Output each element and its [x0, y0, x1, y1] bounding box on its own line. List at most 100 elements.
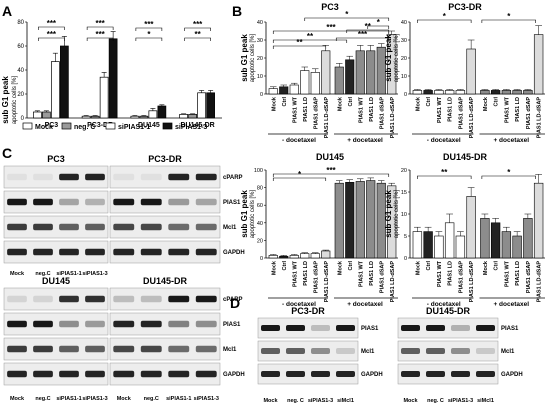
panel-b-bar [321, 250, 331, 259]
significance-stars: ** [307, 32, 314, 41]
protein-band [7, 345, 27, 353]
panel-a-bar [99, 76, 109, 119]
panel-b-bar [533, 182, 544, 259]
protein-band [59, 295, 79, 303]
blot-title: PC3-DR [148, 154, 182, 164]
protein-band [7, 248, 27, 256]
panel-b-chart-title: DU145 [316, 152, 344, 162]
panel-b-error-bar [346, 55, 353, 60]
protein-band [85, 198, 105, 206]
protein-band [168, 345, 190, 353]
blot-lane-label: Mock [263, 398, 278, 404]
blot-lane-label: neg.C [35, 271, 50, 277]
blot-lane-label: siPIAS1-1 [166, 396, 191, 402]
panel-b-bar [512, 235, 522, 259]
protein-band [336, 371, 355, 377]
significance-stars: ** [195, 30, 202, 39]
panel-b-ytick-label: 40 [257, 20, 263, 26]
panel-b-xtick-label: PIAS1 WT [358, 96, 364, 123]
panel-b-xtick-label: Mock [483, 96, 489, 111]
panel-b-group-label: - docetaxel [282, 301, 316, 308]
panel-b-error-bar [535, 174, 542, 184]
significance-bracket [272, 39, 348, 43]
panel-b-bar [512, 90, 522, 95]
blot-strip [257, 340, 359, 362]
protein-band [140, 248, 162, 256]
panel-b-xtick-label: Ctrl [494, 261, 500, 271]
panel-a-bar [130, 115, 140, 119]
panel-b-error-bar [513, 89, 521, 91]
panel-b-xtick-label: PIAS1 LD [303, 97, 309, 122]
panel-a-error-bar [190, 113, 196, 115]
panel-b-error-bar [367, 177, 374, 181]
panel-a-bar-chart: sub G1 peak apoptotic cells [%] 0 20 40 60 8… [1, 19, 222, 131]
protein-band [168, 320, 190, 328]
blot-strip [397, 363, 499, 385]
panel-b-ylabel: sub G1 peak [384, 190, 393, 238]
panel-b-bar [366, 50, 376, 95]
significance-bracket [304, 17, 390, 21]
protein-band [195, 295, 217, 303]
blot-row-label: PIAS1 [223, 322, 241, 328]
significance-stars: *** [326, 23, 336, 32]
panel-b-bar [279, 86, 289, 95]
significance-stars: ** [365, 22, 372, 31]
protein-band [168, 223, 190, 231]
panel-b-ytick-label: 0 [404, 256, 407, 262]
panel-b-xtick-label: PIAS1 dSAP [458, 261, 464, 293]
blot-title: PC3 [47, 154, 65, 164]
panel-b-error-bar [378, 180, 385, 184]
significance-bracket [335, 37, 390, 41]
protein-band [85, 223, 105, 231]
panel-b-error-bar [446, 89, 453, 91]
panel-b-group-label: + docetaxel [347, 301, 383, 308]
panel-b-bar [466, 48, 476, 95]
panel-b-chart-title: DU145-DR [443, 152, 488, 162]
protein-band [401, 348, 420, 354]
panel-b-xtick-label: Ctrl [426, 97, 432, 107]
panel-b-bar [480, 218, 490, 259]
panel-b-error-bar [291, 254, 298, 256]
panel-b-xtick-label: PIAS1 LD-dSAP [537, 97, 543, 139]
panel-b-error-bar [467, 39, 475, 49]
panel-a-legend-label: siPIAS1-3 [175, 124, 207, 131]
protein-band [168, 295, 190, 303]
protein-band [195, 198, 217, 206]
panel-a-bar [60, 45, 69, 119]
panel-b-ytick-label: 20 [401, 168, 407, 174]
panel-b-error-bar [457, 89, 464, 91]
panel-b-group-label: + docetaxel [493, 301, 529, 308]
blot-strip [109, 287, 221, 311]
significance-stars: * [507, 12, 511, 21]
panel-b-xtick-label: PIAS1 LD [303, 261, 309, 286]
protein-band [113, 320, 135, 328]
panel-a-legend-swatch [61, 122, 72, 130]
blot-strip [109, 240, 221, 264]
panel-a-bar [33, 111, 42, 119]
panel-b-ytick-label: 30 [257, 38, 263, 44]
significance-stars: * [443, 12, 447, 21]
panel-a-error-bar [159, 104, 165, 106]
significance-bracket [184, 37, 211, 41]
protein-band [7, 295, 27, 303]
significance-stars: *** [95, 30, 105, 39]
protein-band [140, 345, 162, 353]
protein-band [476, 348, 495, 354]
protein-band [195, 320, 217, 328]
significance-stars: ** [296, 38, 303, 47]
panel-b-ytick-label: 40 [401, 20, 407, 26]
blot-title: DU145 [42, 276, 70, 286]
panel-a-bar [90, 115, 100, 119]
panel-b-xtick-label: PIAS1 LD-dSAP [469, 261, 475, 303]
protein-band [140, 198, 162, 206]
panel-b-xtick-label: PIAS1 LD-dSAP [390, 261, 396, 303]
panel-a-legend-swatch [105, 122, 116, 130]
panel-b-ytick-label: 10 [257, 74, 263, 80]
significance-bracket [184, 27, 211, 31]
panel-a-bar [206, 92, 215, 119]
protein-band [33, 248, 53, 256]
panel-b-xtick-label: Mock [483, 260, 489, 275]
protein-band [33, 370, 53, 378]
panel-b-xtick-label: PIAS1 LD [515, 97, 521, 122]
blot-strip [3, 240, 109, 264]
